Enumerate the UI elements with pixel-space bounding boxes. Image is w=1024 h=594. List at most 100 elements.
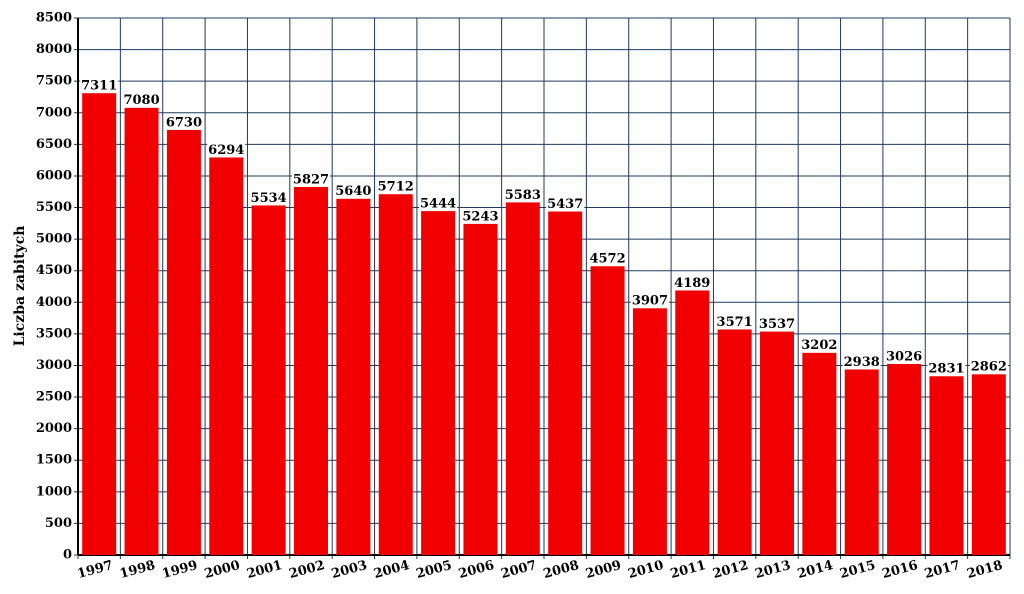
- value-label: 5243: [462, 209, 498, 224]
- value-label-bg: [80, 78, 119, 94]
- value-label: 5712: [378, 180, 414, 195]
- bar: [251, 205, 286, 555]
- bar: [336, 198, 371, 556]
- y-tick-label: 6000: [36, 168, 72, 183]
- x-tick-label: 2002: [288, 558, 327, 582]
- value-label-bg: [461, 208, 500, 224]
- y-axis-label: Liczba zabitych: [12, 226, 28, 347]
- value-label: 2831: [928, 362, 964, 377]
- x-tick-label: 1999: [160, 558, 199, 582]
- y-tick-label: 7000: [36, 105, 72, 120]
- value-label-bg: [715, 314, 754, 330]
- value-label: 3907: [632, 294, 668, 309]
- x-tick-label: 2018: [965, 558, 1004, 582]
- bar: [463, 223, 498, 556]
- value-label-bg: [969, 359, 1008, 375]
- value-label-bg: [292, 171, 330, 187]
- value-label-bg: [334, 183, 373, 199]
- y-tick-label: 1500: [36, 453, 72, 468]
- x-tick-label: 2015: [838, 558, 877, 582]
- x-tick-label: 2004: [372, 558, 411, 582]
- bar: [802, 352, 837, 555]
- value-label: 3537: [759, 317, 795, 332]
- value-label: 3571: [717, 315, 753, 330]
- x-tick-label: 2010: [626, 558, 665, 582]
- y-tick-label: 6500: [36, 137, 72, 152]
- value-label-bg: [673, 275, 712, 291]
- value-label: 5640: [335, 184, 371, 199]
- bar: [590, 266, 625, 555]
- bar: [505, 202, 540, 555]
- value-label-bg: [588, 251, 627, 267]
- bar: [717, 329, 752, 555]
- x-tick-label: 2009: [584, 558, 623, 582]
- bar: [124, 107, 159, 556]
- y-tick-label: 2000: [36, 421, 72, 436]
- value-label-bg: [630, 293, 669, 309]
- y-tick-label: 0: [63, 548, 72, 563]
- y-tick-label: 7500: [36, 74, 72, 89]
- y-tick-label: 4000: [36, 295, 72, 310]
- value-label: 3202: [801, 338, 837, 353]
- y-tick-label: 8000: [36, 42, 72, 57]
- value-label: 6730: [166, 115, 202, 130]
- x-tick-label: 1997: [76, 558, 115, 582]
- value-label-bg: [419, 196, 458, 212]
- value-label-bg: [207, 142, 246, 158]
- value-label: 2938: [844, 355, 880, 370]
- bar: [632, 308, 667, 555]
- bar: [166, 129, 201, 555]
- x-tick-label: 1998: [118, 558, 157, 582]
- bar: [760, 331, 794, 555]
- value-label-bg: [376, 179, 415, 195]
- x-tick-label: 2006: [457, 558, 496, 582]
- x-tick-label: 2017: [923, 558, 962, 582]
- value-label-bg: [758, 316, 796, 332]
- y-tick-label: 4500: [36, 263, 72, 278]
- value-label: 3026: [886, 349, 922, 364]
- value-label: 4572: [589, 252, 625, 267]
- y-tick-label: 3500: [36, 326, 72, 341]
- x-tick-label: 2000: [203, 558, 242, 582]
- value-label-bg: [546, 196, 585, 212]
- value-label: 5827: [293, 172, 329, 187]
- x-tick-label: 2007: [499, 558, 538, 582]
- bar: [82, 93, 117, 555]
- y-tick-label: 1000: [36, 484, 72, 499]
- value-label: 5583: [505, 188, 541, 203]
- bar: [294, 186, 328, 555]
- bar: [844, 369, 879, 555]
- x-tick-label: 2003: [330, 558, 369, 582]
- value-label-bg: [122, 92, 161, 108]
- bar: [971, 374, 1006, 555]
- x-tick-label: 2011: [669, 558, 708, 582]
- value-label-bg: [800, 337, 839, 353]
- y-tick-label: 3000: [36, 358, 72, 373]
- x-tick-label: 2008: [542, 558, 581, 582]
- value-label: 2862: [971, 360, 1007, 375]
- y-tick-label: 8500: [36, 11, 72, 26]
- value-label: 7080: [123, 93, 159, 108]
- bar: [209, 157, 244, 555]
- y-tick-label: 2500: [36, 390, 72, 405]
- bar: [675, 290, 710, 555]
- value-label: 4189: [674, 276, 710, 291]
- x-tick-label: 2013: [754, 558, 793, 582]
- value-label: 5444: [420, 197, 456, 212]
- value-label: 7311: [81, 79, 117, 94]
- y-tick-label: 500: [45, 516, 72, 531]
- bar: [887, 363, 922, 555]
- value-label-bg: [885, 348, 924, 364]
- x-tick-label: 2014: [796, 558, 835, 582]
- value-label: 5437: [547, 197, 583, 212]
- value-label-bg: [842, 354, 881, 370]
- value-label-bg: [503, 187, 542, 203]
- x-tick-label: 2012: [711, 558, 750, 582]
- value-label-bg: [164, 114, 203, 130]
- x-tick-label: 2005: [415, 558, 454, 582]
- value-label-bg: [249, 190, 288, 206]
- value-label-bg: [927, 361, 966, 377]
- bar: [378, 194, 413, 556]
